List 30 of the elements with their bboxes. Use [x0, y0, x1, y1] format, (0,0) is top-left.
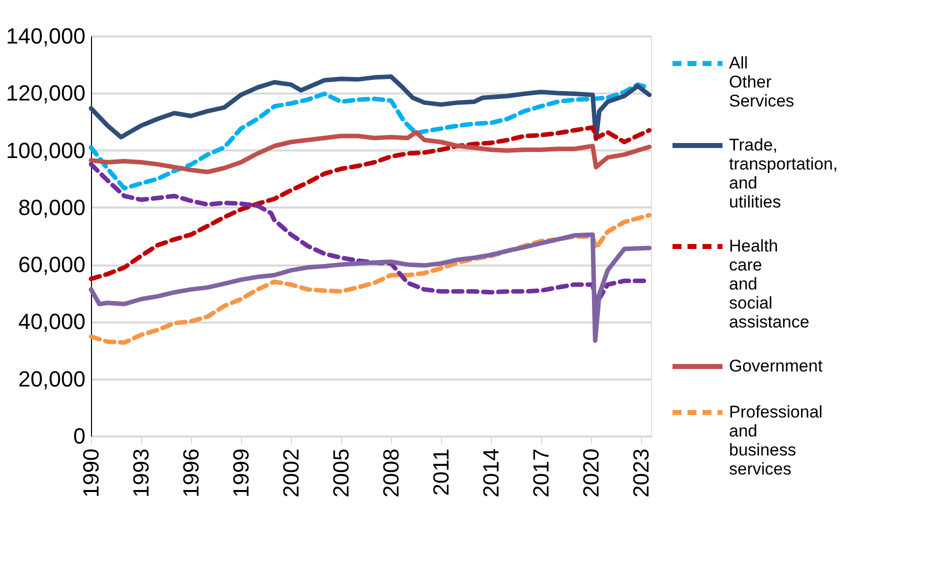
y-tick-label: 0 [73, 424, 86, 448]
legend-label: Government [729, 356, 823, 376]
line-series [88, 232, 652, 343]
legend-label: Trade, transportation, and utilities [729, 136, 838, 212]
line-series [88, 130, 652, 174]
y-tick-label: 20,000 [18, 366, 86, 392]
x-tick-label: 1996 [178, 448, 204, 498]
y-tick-label: 140,000 [6, 24, 86, 48]
x-tick-label: 2002 [278, 448, 304, 498]
x-tick-label: 2011 [428, 448, 454, 496]
y-tick-label: 40,000 [18, 309, 86, 334]
x-tick-label: 2008 [378, 448, 404, 498]
y-tick-label: 80,000 [18, 194, 86, 220]
x-tick-label: 2014 [478, 448, 504, 498]
x-tick-label: 2005 [328, 448, 354, 498]
x-tick-label: 2023 [628, 448, 654, 498]
legend-label: All Other Services [729, 54, 794, 110]
y-tick-label: 120,000 [6, 80, 86, 106]
x-tick-label: 1999 [228, 448, 254, 498]
line-series [88, 74, 652, 142]
y-tick-label: 60,000 [18, 252, 86, 278]
x-tick-label: 2020 [578, 448, 604, 498]
x-tick-label: 1993 [128, 448, 154, 498]
legend-label: Health care and social assistance [729, 236, 810, 332]
x-tick-label: 1990 [78, 448, 104, 498]
x-tick-label: 2017 [528, 448, 554, 498]
line-series [88, 212, 652, 345]
line-series [88, 125, 652, 282]
y-tick-label: 100,000 [6, 138, 86, 163]
legend-label: Professional and business services [729, 402, 823, 478]
